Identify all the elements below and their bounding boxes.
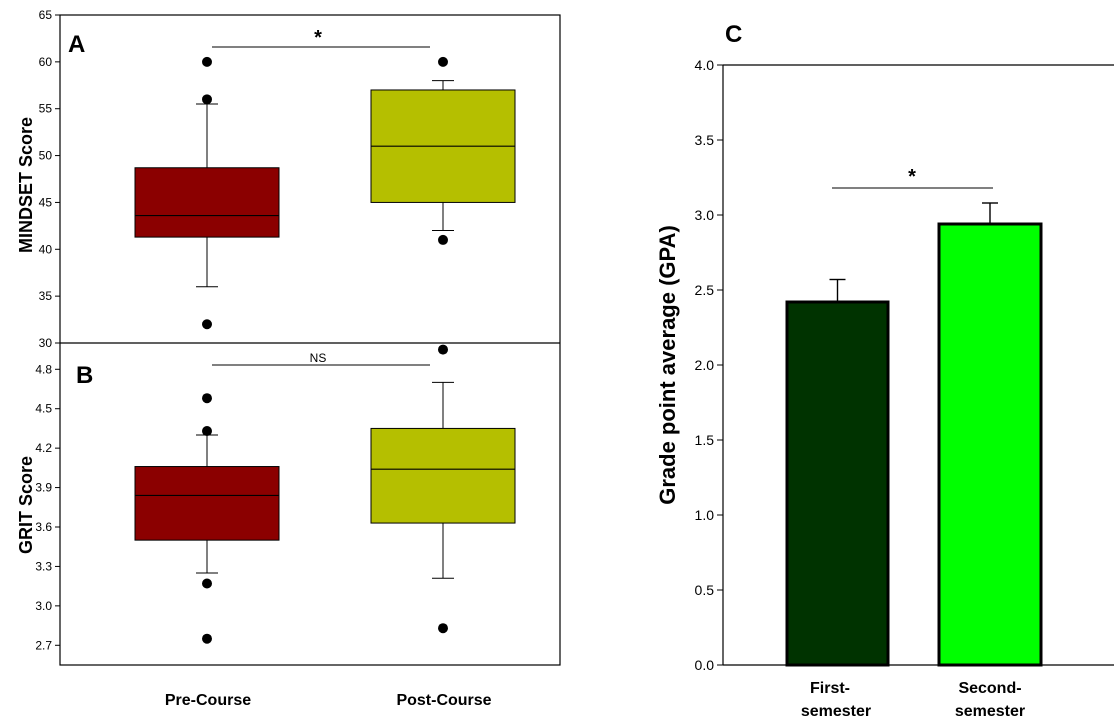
gpa-ytick-label-3: 1.5 — [695, 432, 715, 448]
ytick-label-1-0: 2.7 — [35, 638, 52, 652]
box-1-1 — [370, 427, 516, 524]
outlier-0-0-1 — [202, 94, 212, 105]
ytick-label-1-3: 3.6 — [35, 520, 52, 534]
ytick-label-0-2: 40 — [39, 242, 53, 256]
ytick-label-0-5: 55 — [39, 102, 53, 116]
category-second-semester-line1: Second- — [958, 680, 1021, 697]
category-first-semester-line2: semester — [801, 703, 871, 720]
significance-label-1: NS — [310, 351, 327, 365]
panel-ab-frame — [59, 14, 561, 666]
gpa-ytick-label-0: 0.0 — [695, 657, 715, 673]
gpa-ytick-label-4: 2.0 — [695, 357, 715, 373]
gpa-significance-label: * — [908, 166, 916, 188]
ytick-label-0-0: 30 — [39, 336, 53, 350]
significance-label-0: * — [314, 27, 322, 49]
outlier-1-0-2 — [202, 578, 212, 589]
panel-a-label: A — [68, 31, 85, 58]
outlier-1-1-0 — [438, 344, 448, 355]
gpa-bar-1 — [937, 222, 1043, 667]
mindset-boxplot: 30 35 40 45 50 55 60 65 * — [39, 8, 516, 350]
outlier-0-1-0 — [438, 56, 448, 67]
category-post-course: Post-Course — [396, 692, 491, 709]
outlier-0-0-0 — [202, 56, 212, 67]
outlier-0-0-2 — [202, 319, 212, 330]
ytick-label-0-7: 65 — [39, 8, 53, 22]
gpa-ytick-label-6: 3.0 — [695, 207, 715, 223]
ytick-label-1-7: 4.8 — [35, 362, 52, 376]
ytick-label-0-3: 45 — [39, 195, 53, 209]
outlier-1-0-1 — [202, 426, 212, 437]
ytick-label-1-1: 3.0 — [35, 599, 52, 613]
ytick-label-0-4: 50 — [39, 149, 53, 163]
grit-boxplot: 2.7 3.0 3.3 3.6 3.9 4.2 4.5 4.8 NS — [35, 344, 516, 652]
ytick-label-1-2: 3.3 — [35, 559, 52, 573]
gpa-bar-chart: 0.0 0.5 1.0 1.5 2.0 2.5 3.0 3.5 4.0 * — [695, 57, 1114, 673]
gpa-ytick-label-7: 3.5 — [695, 132, 715, 148]
outlier-1-0-0 — [202, 393, 212, 404]
ytick-label-0-6: 60 — [39, 55, 53, 69]
category-first-semester-line1: First- — [810, 680, 850, 697]
box-0-0 — [134, 167, 280, 238]
gpa-ytick-label-1: 0.5 — [695, 582, 715, 598]
ytick-label-1-4: 3.9 — [35, 481, 52, 495]
outlier-1-1-1 — [438, 623, 448, 634]
grit-ylabel: GRIT Score — [16, 456, 36, 554]
outlier-0-1-1 — [438, 234, 448, 245]
ytick-label-1-5: 4.2 — [35, 441, 52, 455]
gpa-bar-0 — [785, 300, 890, 667]
gpa-ytick-label-8: 4.0 — [695, 57, 715, 73]
gpa-ytick-label-5: 2.5 — [695, 282, 715, 298]
ytick-label-0-1: 35 — [39, 289, 53, 303]
panel-c-label: C — [725, 21, 742, 48]
gpa-ylabel: Grade point average (GPA) — [655, 225, 680, 505]
gpa-ytick-label-2: 1.0 — [695, 507, 715, 523]
panel-b-label: B — [76, 362, 93, 389]
outlier-1-0-3 — [202, 633, 212, 644]
box-1-0 — [134, 466, 280, 541]
category-second-semester-line2: semester — [955, 703, 1025, 720]
mindset-ylabel: MINDSET Score — [16, 117, 36, 253]
ytick-label-1-6: 4.5 — [35, 402, 52, 416]
category-pre-course: Pre-Course — [165, 692, 251, 709]
